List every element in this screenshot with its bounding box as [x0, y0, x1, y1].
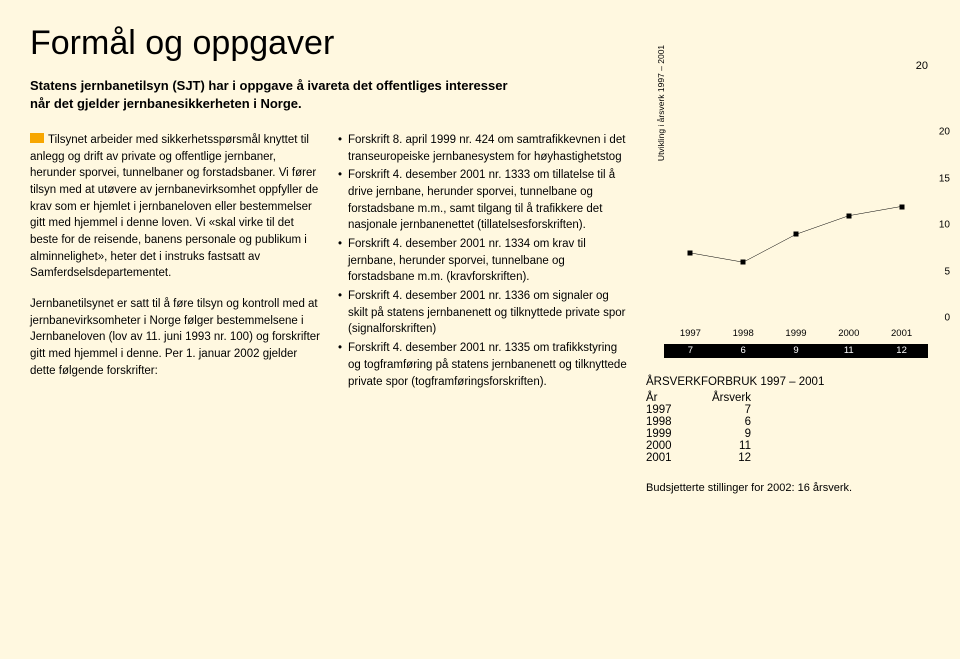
- chart-point: [794, 232, 799, 237]
- table-cell-val: 11: [696, 440, 751, 452]
- chart-point: [688, 251, 693, 256]
- chart-x-label: 2001: [875, 328, 928, 342]
- chart-value-band: 7691112: [664, 344, 928, 358]
- content-columns: Tilsynet arbeider med sikkerhetsspørsmål…: [30, 132, 930, 494]
- chart-x-label: 1998: [717, 328, 770, 342]
- table-title: ÅRSVERKFORBRUK 1997 – 2001: [646, 376, 930, 388]
- chart-point: [846, 213, 851, 218]
- chart-ytick: 5: [944, 266, 950, 277]
- chart-value-cell: 9: [770, 344, 823, 358]
- chart-point: [741, 260, 746, 265]
- chart-value-cell: 6: [717, 344, 770, 358]
- table-cell-val: 7: [696, 404, 751, 416]
- chart-x-labels: 19971998199920002001: [664, 328, 928, 342]
- footnote: Budsjetterte stillinger for 2002: 16 års…: [646, 482, 930, 494]
- orange-marker-icon: [30, 133, 44, 143]
- mini-table: År Årsverk 199771998619999200011200112: [646, 392, 930, 464]
- sidebar: Utvikling i årsverk 1997 – 2001 05101520…: [646, 132, 930, 494]
- bullet-5: Forskrift 4. desember 2001 nr. 1335 om t…: [338, 340, 628, 390]
- table-cell-year: 1999: [646, 428, 696, 440]
- table-row: 19986: [646, 416, 930, 428]
- bullet-2: Forskrift 4. desember 2001 nr. 1333 om t…: [338, 167, 628, 234]
- chart-value-cell: 11: [822, 344, 875, 358]
- col1-para1: Tilsynet arbeider med sikkerhetsspørsmål…: [30, 132, 320, 282]
- table-cell-year: 2000: [646, 440, 696, 452]
- bullet-3: Forskrift 4. desember 2001 nr. 1334 om k…: [338, 236, 628, 286]
- intro-text: Statens jernbanetilsyn (SJT) har i oppga…: [30, 77, 530, 112]
- table-cell-val: 6: [696, 416, 751, 428]
- table-row: 19999: [646, 428, 930, 440]
- table-cell-year: 2001: [646, 452, 696, 464]
- chart-svg: [664, 132, 928, 318]
- col1-para2: Jernbanetilsynet er satt til å føre tils…: [30, 296, 320, 379]
- column-1: Tilsynet arbeider med sikkerhetsspørsmål…: [30, 132, 320, 494]
- chart-ytick: 15: [939, 173, 950, 184]
- page-number: 20: [916, 60, 928, 72]
- page-title: Formål og oppgaver: [30, 24, 930, 63]
- chart-value-cell: 12: [875, 344, 928, 358]
- table-head-val: Årsverk: [696, 392, 751, 404]
- bullet-4: Forskrift 4. desember 2001 nr. 1336 om s…: [338, 288, 628, 338]
- chart-point: [899, 204, 904, 209]
- table-row: 200112: [646, 452, 930, 464]
- table-cell-val: 9: [696, 428, 751, 440]
- chart-plot-area: Utvikling i årsverk 1997 – 2001 05101520: [664, 132, 928, 318]
- table-head: År Årsverk: [646, 392, 930, 404]
- table-row: 19977: [646, 404, 930, 416]
- table-row: 200011: [646, 440, 930, 452]
- table-cell-val: 12: [696, 452, 751, 464]
- table-cell-year: 1997: [646, 404, 696, 416]
- chart-ytick: 20: [939, 127, 950, 138]
- chart-x-label: 2000: [822, 328, 875, 342]
- table-cell-year: 1998: [646, 416, 696, 428]
- chart-x-label: 1999: [770, 328, 823, 342]
- table-head-year: År: [646, 392, 696, 404]
- column-2: Forskrift 8. april 1999 nr. 424 om samtr…: [338, 132, 628, 494]
- line-chart: Utvikling i årsverk 1997 – 2001 05101520…: [646, 132, 930, 362]
- chart-x-label: 1997: [664, 328, 717, 342]
- chart-ytick: 10: [939, 220, 950, 231]
- bullet-1: Forskrift 8. april 1999 nr. 424 om samtr…: [338, 132, 628, 165]
- chart-value-cell: 7: [664, 344, 717, 358]
- chart-ytick: 0: [944, 313, 950, 324]
- col1-p1-text: Tilsynet arbeider med sikkerhetsspørsmål…: [30, 134, 318, 279]
